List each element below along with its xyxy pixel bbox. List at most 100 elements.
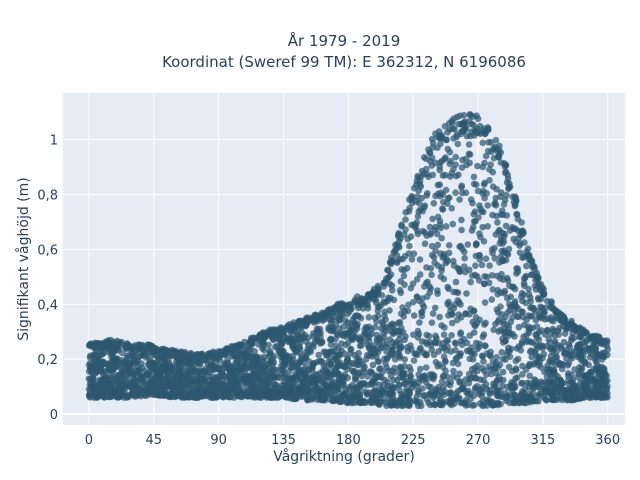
data-point	[521, 321, 528, 329]
data-point	[486, 177, 493, 184]
data-point	[438, 264, 446, 271]
data-point	[350, 299, 357, 306]
data-point	[472, 384, 479, 392]
data-point	[376, 391, 383, 399]
data-point	[476, 400, 484, 407]
data-point	[414, 351, 421, 359]
data-point	[436, 181, 444, 188]
data-point	[343, 358, 350, 366]
data-point	[440, 331, 448, 339]
data-point	[599, 372, 606, 380]
data-point	[290, 389, 297, 397]
data-point	[313, 371, 320, 378]
data-point	[562, 325, 570, 333]
data-point	[334, 371, 342, 379]
data-point	[457, 242, 465, 250]
data-point	[407, 372, 414, 380]
data-point	[126, 343, 133, 351]
data-point	[446, 126, 454, 133]
data-point	[544, 326, 551, 334]
data-point	[186, 352, 194, 360]
data-point	[102, 390, 109, 398]
data-point	[416, 319, 423, 326]
data-point	[500, 233, 508, 240]
data-point	[457, 337, 465, 345]
data-point	[327, 341, 335, 349]
data-point	[375, 358, 383, 365]
data-point	[454, 140, 462, 148]
data-point	[430, 372, 438, 380]
data-point	[571, 366, 578, 373]
data-point	[579, 383, 587, 391]
data-point	[260, 346, 268, 354]
data-point	[332, 320, 340, 328]
data-point	[536, 359, 544, 366]
data-point	[545, 378, 552, 386]
data-point	[366, 368, 374, 376]
data-point	[431, 259, 439, 267]
data-point	[600, 365, 607, 372]
data-point	[471, 321, 478, 329]
data-point	[446, 400, 454, 407]
data-point	[149, 379, 157, 386]
data-point	[526, 372, 533, 380]
data-point	[544, 342, 551, 350]
data-point	[272, 366, 280, 374]
data-point	[508, 383, 516, 390]
data-point	[378, 344, 385, 351]
data-point	[504, 171, 512, 179]
data-point	[392, 397, 400, 404]
data-point	[515, 343, 523, 350]
data-point	[286, 368, 293, 375]
data-point	[246, 343, 254, 350]
data-point	[479, 139, 487, 147]
data-point	[387, 321, 394, 329]
data-point	[468, 344, 476, 351]
data-point	[335, 398, 343, 406]
data-point	[501, 337, 509, 344]
data-point	[271, 381, 279, 389]
data-point	[543, 373, 551, 381]
data-point	[467, 132, 474, 140]
data-point	[584, 388, 592, 396]
data-point	[407, 233, 415, 240]
x-tick-label: 315	[530, 433, 555, 448]
data-point	[454, 113, 461, 121]
data-point	[285, 334, 293, 341]
data-point	[254, 361, 262, 368]
data-point	[428, 242, 436, 250]
x-tick-label: 225	[401, 433, 426, 448]
data-point	[411, 184, 418, 192]
data-point	[448, 332, 455, 339]
data-point	[558, 379, 565, 387]
data-point	[458, 128, 465, 135]
data-point	[403, 378, 411, 385]
y-axis-title: Signifikant våghöjd (m)	[15, 177, 32, 340]
data-point	[503, 397, 510, 405]
data-point	[520, 253, 528, 261]
data-point	[384, 297, 392, 305]
data-point	[491, 254, 499, 262]
data-point	[286, 375, 294, 383]
data-point	[396, 354, 404, 361]
data-point	[465, 370, 473, 378]
data-point	[427, 401, 434, 409]
data-point	[239, 342, 246, 349]
data-point	[90, 384, 98, 392]
data-point	[549, 304, 556, 311]
data-point	[388, 347, 396, 354]
data-point	[462, 376, 470, 383]
data-point	[486, 262, 493, 269]
data-point	[423, 395, 431, 403]
data-point	[467, 278, 475, 286]
data-point	[125, 374, 132, 382]
data-point	[97, 383, 105, 391]
data-point	[482, 342, 489, 350]
data-point	[400, 272, 408, 280]
data-point	[379, 338, 387, 345]
data-point	[603, 386, 611, 393]
data-point	[281, 377, 288, 385]
data-point	[362, 330, 369, 337]
data-point	[511, 333, 518, 340]
data-point	[444, 373, 451, 381]
